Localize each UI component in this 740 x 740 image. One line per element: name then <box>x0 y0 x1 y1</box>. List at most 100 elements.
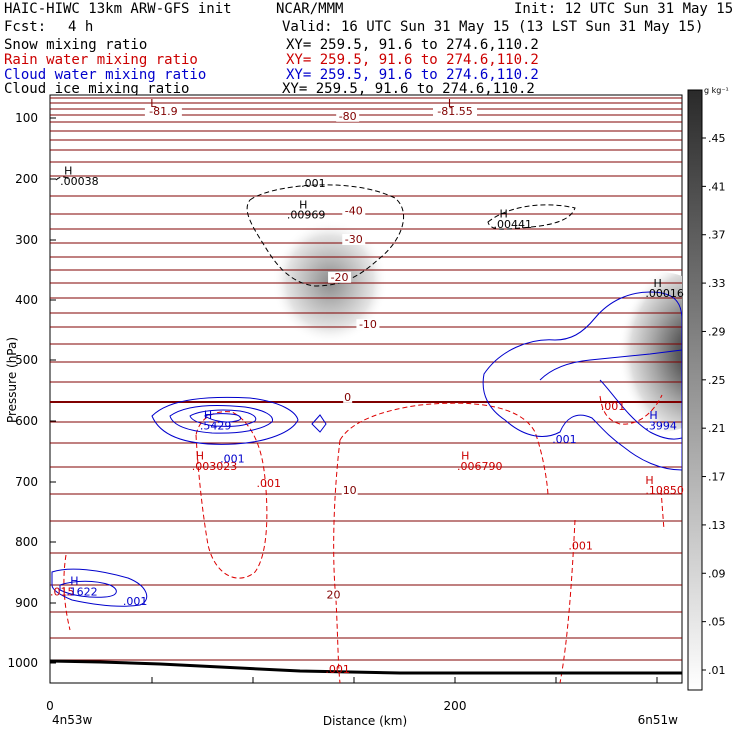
field-xy-cloud-water: XY= 259.5, 91.6 to 274.6,110.2 <box>286 67 539 83</box>
cloud-water-label: .3994 <box>645 420 677 433</box>
colorbar-tick-label: .01 <box>708 664 726 677</box>
rain-water-label: .10850 <box>645 484 684 497</box>
colorbar-ramp <box>687 89 703 691</box>
cloud-ice-label: H <box>64 165 72 178</box>
forecast-value: 4 h <box>68 19 94 35</box>
terrain-line <box>50 659 682 675</box>
init-time: Init: 12 UTC Sun 31 May 15 <box>514 1 734 17</box>
low-marker: L <box>150 97 157 110</box>
x-tick-label: 200 <box>444 699 467 713</box>
temperature-label-bg <box>342 205 366 217</box>
temperature-label: -80 <box>339 110 357 123</box>
x-tick-label: 0 <box>46 699 54 713</box>
temperature-isotherms <box>50 97 682 661</box>
rain-water-label: H <box>645 474 653 487</box>
temperature-label: -20 <box>331 271 349 284</box>
y-tick-label: 900 <box>15 596 38 610</box>
rain-water-label: .001 <box>325 663 350 676</box>
y-tick-label: 400 <box>15 293 38 307</box>
colorbar-tick-label: .25 <box>708 374 726 387</box>
model-title: HAIC-HIWC 13km ARW-GFS init <box>4 1 232 17</box>
rain-water-label: H <box>461 449 469 462</box>
field-name-cloud-water: Cloud water mixing ratio <box>4 67 207 83</box>
cloud-ice-label: .00038 <box>60 175 99 188</box>
colorbar-tick-label: .17 <box>708 471 726 484</box>
temperature-label: -30 <box>345 233 363 246</box>
temperature-label-bg <box>325 589 342 601</box>
cloud-ice-contours <box>55 176 576 287</box>
cloud-water-label: .5429 <box>200 420 232 433</box>
shading-snow-blob <box>590 272 682 432</box>
forecast-label: Fcst: <box>4 19 47 35</box>
temperature-label: -81.9 <box>149 105 177 118</box>
cloud-ice-label: .00969 <box>287 209 326 222</box>
colorbar-tick-label: .45 <box>708 132 726 145</box>
field-name-cloud-ice: Cloud ice mixing ratio <box>4 81 190 97</box>
y-tick-label: 600 <box>15 414 38 428</box>
x-axis-label: Distance (km) <box>323 714 407 728</box>
field-xy-rain: XY= 259.5, 91.6 to 274.6,110.2 <box>286 52 539 68</box>
rain-water-label: .001 <box>257 477 282 490</box>
endpoint-right: 6n51w <box>638 713 679 727</box>
y-tick-label: 300 <box>15 233 38 247</box>
cloud-ice-label: .001 <box>301 177 326 190</box>
cloud-ice-label: H <box>500 207 508 220</box>
temperature-label: -10 <box>359 318 377 331</box>
cloud-water-label: .1622 <box>66 586 98 599</box>
rain-water-label: .001 <box>568 539 593 552</box>
cloud-water-label: H <box>204 409 212 422</box>
colorbar: g kg⁻¹ .45 .41 .37 .33 .29 .25 .21 .17 .13 .09 .05… <box>687 86 729 691</box>
cloud-water-label: .001 <box>552 433 577 446</box>
temperature-label-bg <box>341 485 358 496</box>
temperature-label-bg <box>343 391 353 403</box>
rain-water-label: .003023 <box>192 460 238 473</box>
snow-label: H <box>653 277 661 290</box>
temperature-label-bg <box>433 105 477 117</box>
y-tick-labels: 100 200 300 400 500 600 700 800 900 1000 <box>7 111 38 670</box>
cloud-ice-label: .00441 <box>493 218 531 231</box>
colorbar-tick-label: .41 <box>708 180 726 193</box>
center-label: NCAR/MMM <box>276 1 344 17</box>
colorbar-tick-label: .09 <box>708 567 726 580</box>
colorbar-tick-label: .21 <box>708 422 726 435</box>
field-xy-cloud-ice: XY= 259.5, 91.6 to 274.6,110.2 <box>282 81 535 97</box>
temperature-label-bg <box>144 105 182 117</box>
temperature-label: 0 <box>344 391 351 404</box>
y-tick-label: 100 <box>15 111 38 125</box>
temperature-label: -40 <box>345 204 363 217</box>
cloud-water-label: H <box>70 575 78 588</box>
y-tick-label: 500 <box>15 353 38 367</box>
y-tick-label: 1000 <box>7 656 38 670</box>
colorbar-tick-label: .05 <box>708 616 726 629</box>
cloud-water-label: H <box>649 409 657 422</box>
colorbar-tick-label: .29 <box>708 325 726 338</box>
temperature-label: 20 <box>327 589 341 602</box>
low-marker: L <box>448 97 455 110</box>
cloud-water-contours <box>51 291 682 607</box>
endpoint-left: 4n53w <box>52 713 93 727</box>
temperature-label-bg <box>342 234 366 245</box>
temperature-label: 10 <box>343 484 357 497</box>
rain-water-label: .001 <box>601 400 626 413</box>
valid-time: Valid: 16 UTC Sun 31 May 15 (13 LST Sun … <box>282 19 704 35</box>
rain-water-label: .015 <box>50 586 75 599</box>
snow-label: .00016 <box>645 287 684 300</box>
field-name-rain: Rain water mixing ratio <box>4 52 198 68</box>
rain-water-label: .006790 <box>457 460 503 473</box>
colorbar-tick-label: .37 <box>708 229 726 242</box>
temperature-label-bg <box>356 319 380 331</box>
temperature-label-bg <box>328 271 352 283</box>
temperature-label: -81.55 <box>437 105 472 118</box>
cloud-water-label: .001 <box>220 452 245 465</box>
rain-water-label: H <box>196 449 204 462</box>
axis-ticks <box>50 117 658 683</box>
temperature-label-bg <box>336 110 360 122</box>
cloud-ice-label: H <box>299 198 307 211</box>
colorbar-tick-label: .33 <box>708 277 726 290</box>
y-tick-label: 800 <box>15 535 38 549</box>
y-tick-label: 200 <box>15 172 38 186</box>
field-xy-snow: XY= 259.5, 91.6 to 274.6,110.2 <box>286 37 539 53</box>
y-tick-label: 700 <box>15 475 38 489</box>
